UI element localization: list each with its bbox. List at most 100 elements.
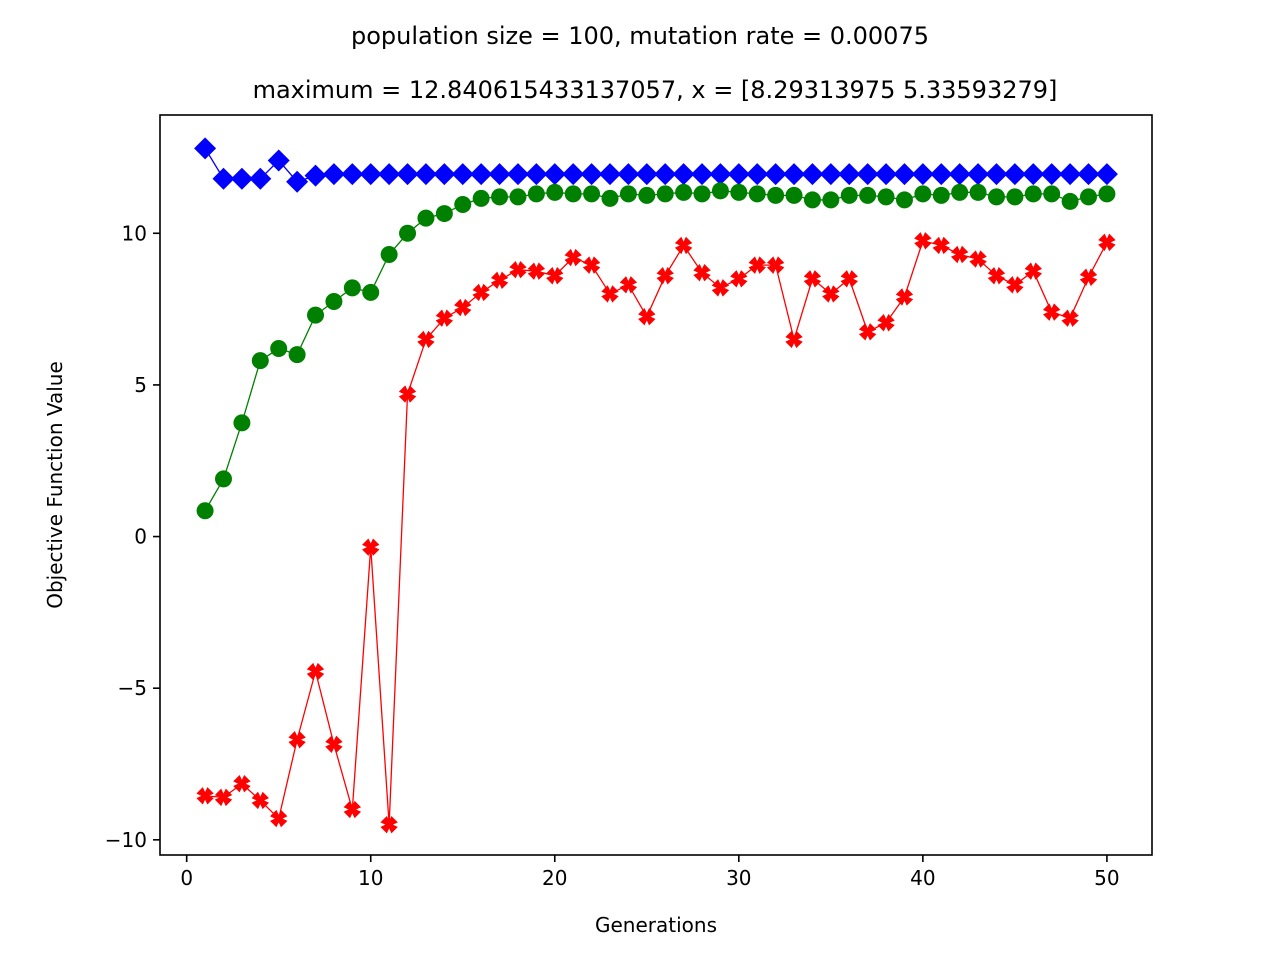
data-point bbox=[1003, 163, 1026, 186]
data-point bbox=[619, 276, 638, 294]
data-point bbox=[730, 183, 748, 201]
data-point bbox=[380, 246, 398, 264]
data-point bbox=[987, 188, 1005, 206]
data-point bbox=[619, 185, 637, 203]
data-point bbox=[212, 167, 235, 190]
data-point bbox=[233, 414, 251, 432]
data-point bbox=[196, 502, 214, 520]
data-point bbox=[932, 236, 950, 255]
data-point bbox=[527, 185, 545, 203]
data-point bbox=[288, 731, 306, 749]
data-point bbox=[470, 163, 493, 186]
x-tick-label: 20 bbox=[542, 866, 567, 890]
data-point bbox=[506, 163, 529, 186]
data-point bbox=[1040, 163, 1063, 186]
data-point bbox=[583, 185, 601, 203]
y-tick-label: −10 bbox=[105, 828, 147, 852]
x-tick-label: 40 bbox=[910, 866, 935, 890]
data-point bbox=[727, 163, 750, 186]
data-point bbox=[711, 182, 729, 200]
data-point bbox=[895, 288, 914, 306]
data-point bbox=[488, 163, 511, 186]
y-tick-label: 10 bbox=[122, 221, 147, 245]
data-point bbox=[307, 306, 325, 324]
data-point bbox=[767, 186, 785, 204]
chart-subtitle: maximum = 12.840615433137057, x = [8.293… bbox=[253, 76, 1058, 104]
data-point bbox=[693, 264, 711, 282]
data-point bbox=[341, 163, 364, 186]
data-point bbox=[491, 188, 509, 206]
data-point bbox=[674, 236, 693, 255]
data-point bbox=[914, 232, 932, 250]
data-point bbox=[840, 270, 858, 288]
data-point bbox=[730, 270, 748, 288]
data-point bbox=[325, 735, 343, 754]
data-point bbox=[785, 330, 803, 349]
data-point bbox=[362, 538, 380, 556]
data-point bbox=[396, 163, 419, 186]
data-point bbox=[233, 775, 251, 793]
data-point bbox=[286, 170, 309, 193]
data-point bbox=[967, 163, 990, 186]
data-point bbox=[951, 183, 969, 201]
data-point bbox=[656, 185, 674, 203]
data-point bbox=[601, 285, 619, 303]
y-tick-label: 5 bbox=[134, 373, 147, 397]
data-point bbox=[1061, 309, 1079, 327]
data-point bbox=[1042, 303, 1061, 321]
data-point bbox=[1059, 163, 1082, 186]
data-point bbox=[343, 800, 362, 819]
data-point bbox=[543, 163, 566, 186]
data-point bbox=[564, 248, 582, 267]
data-point bbox=[251, 791, 270, 810]
data-point bbox=[895, 191, 913, 209]
data-point bbox=[785, 186, 803, 204]
data-point bbox=[564, 185, 582, 203]
data-point bbox=[435, 309, 454, 327]
data-point bbox=[546, 267, 564, 285]
data-point bbox=[414, 163, 437, 186]
data-point bbox=[1061, 192, 1079, 210]
data-point bbox=[288, 346, 306, 364]
data-point bbox=[1024, 262, 1042, 280]
data-point bbox=[359, 163, 382, 186]
data-point bbox=[525, 163, 548, 186]
data-point bbox=[748, 256, 766, 274]
series-circle bbox=[196, 182, 1116, 520]
data-point bbox=[617, 163, 640, 186]
data-point bbox=[838, 163, 861, 186]
data-point bbox=[987, 267, 1006, 285]
data-point bbox=[877, 188, 895, 206]
data-point bbox=[562, 163, 585, 186]
data-point bbox=[196, 787, 214, 805]
data-point bbox=[582, 256, 601, 274]
data-point bbox=[856, 163, 879, 186]
data-point bbox=[1098, 233, 1116, 252]
data-point bbox=[433, 163, 456, 186]
data-point bbox=[598, 163, 621, 186]
series-x bbox=[196, 232, 1116, 834]
data-point bbox=[635, 163, 658, 186]
data-point bbox=[546, 183, 564, 201]
data-point bbox=[969, 250, 987, 268]
data-point bbox=[1043, 185, 1061, 203]
plot-frame bbox=[159, 114, 1153, 856]
data-point bbox=[711, 279, 730, 297]
data-point bbox=[270, 340, 288, 358]
plot-area bbox=[159, 114, 1153, 856]
data-point bbox=[230, 167, 253, 190]
data-point bbox=[672, 163, 695, 186]
x-tick-label: 0 bbox=[180, 866, 193, 890]
data-point bbox=[859, 186, 877, 204]
data-point bbox=[1006, 276, 1024, 294]
data-point bbox=[654, 163, 677, 186]
data-point bbox=[322, 163, 345, 186]
data-point bbox=[417, 209, 435, 227]
data-point bbox=[691, 163, 714, 186]
data-point bbox=[1098, 185, 1116, 203]
y-axis-label: Objective Function Value bbox=[43, 361, 67, 609]
data-point bbox=[251, 352, 269, 370]
data-point bbox=[766, 256, 785, 274]
data-point bbox=[214, 788, 233, 807]
